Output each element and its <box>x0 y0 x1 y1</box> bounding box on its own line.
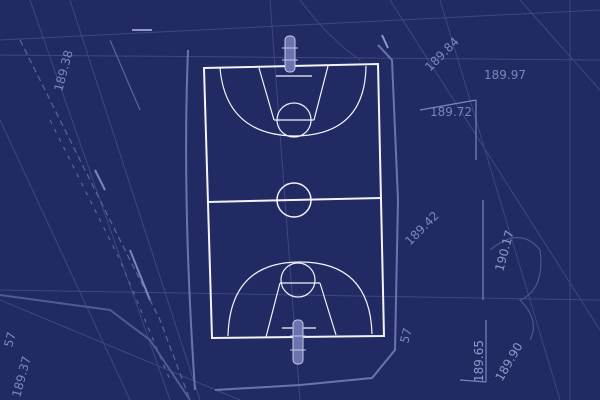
hoop-post <box>284 35 296 73</box>
elevation-label: 189.97 <box>484 68 526 82</box>
survey-line <box>439 0 561 400</box>
survey-line <box>0 119 131 400</box>
elevation-label: 57 <box>397 326 414 344</box>
elevation-label: 189.72 <box>430 105 472 119</box>
curb-marker <box>129 249 151 301</box>
curb-line <box>19 39 191 400</box>
elevation-label: 190.17 <box>492 229 516 273</box>
dimension-line <box>459 379 487 383</box>
survey-line <box>519 0 600 91</box>
elevation-label: 189.65 <box>472 340 486 382</box>
elevation-label: 189.90 <box>492 340 525 383</box>
elevation-label: 189.42 <box>402 209 442 249</box>
court-surround <box>185 44 400 391</box>
survey-line <box>29 0 171 400</box>
path-edge <box>0 294 191 400</box>
bottom-free-throw-circle <box>280 262 316 298</box>
hoop-post <box>292 319 304 365</box>
survey-line <box>0 299 241 400</box>
misc-marks <box>132 29 389 49</box>
elevation-label: 57 <box>1 330 18 348</box>
contour-curve <box>489 237 542 341</box>
curb-lines <box>19 39 191 400</box>
court-boundary <box>202 62 386 340</box>
survey-line <box>0 54 600 61</box>
survey-line <box>389 0 600 331</box>
curb-marker <box>94 169 106 191</box>
curb-line <box>49 119 171 381</box>
bottom-three-point-arc <box>227 261 373 337</box>
dimension-line <box>419 99 477 111</box>
surround-left <box>185 49 196 391</box>
hoop-post-top <box>282 35 298 73</box>
elevation-label: 189.37 <box>9 355 33 399</box>
survey-line <box>0 289 600 301</box>
mark <box>381 34 389 49</box>
dimension-lines <box>419 99 542 383</box>
half-court-line <box>207 197 382 203</box>
top-key-line <box>313 65 329 121</box>
center-circle <box>276 182 312 218</box>
bottom-key-line <box>319 282 337 336</box>
path-edge-line <box>0 294 191 400</box>
survey-line <box>0 9 600 41</box>
curb-line <box>109 39 141 111</box>
survey-curve <box>299 0 361 61</box>
survey-line <box>69 0 201 400</box>
top-free-throw-circle <box>276 102 312 138</box>
hoop-post-bottom <box>290 319 306 365</box>
bottom-key-line <box>265 282 281 338</box>
basketball-court <box>202 62 386 340</box>
top-three-point-arc <box>219 65 367 137</box>
surround-right <box>214 44 400 391</box>
top-key-line <box>258 67 275 121</box>
